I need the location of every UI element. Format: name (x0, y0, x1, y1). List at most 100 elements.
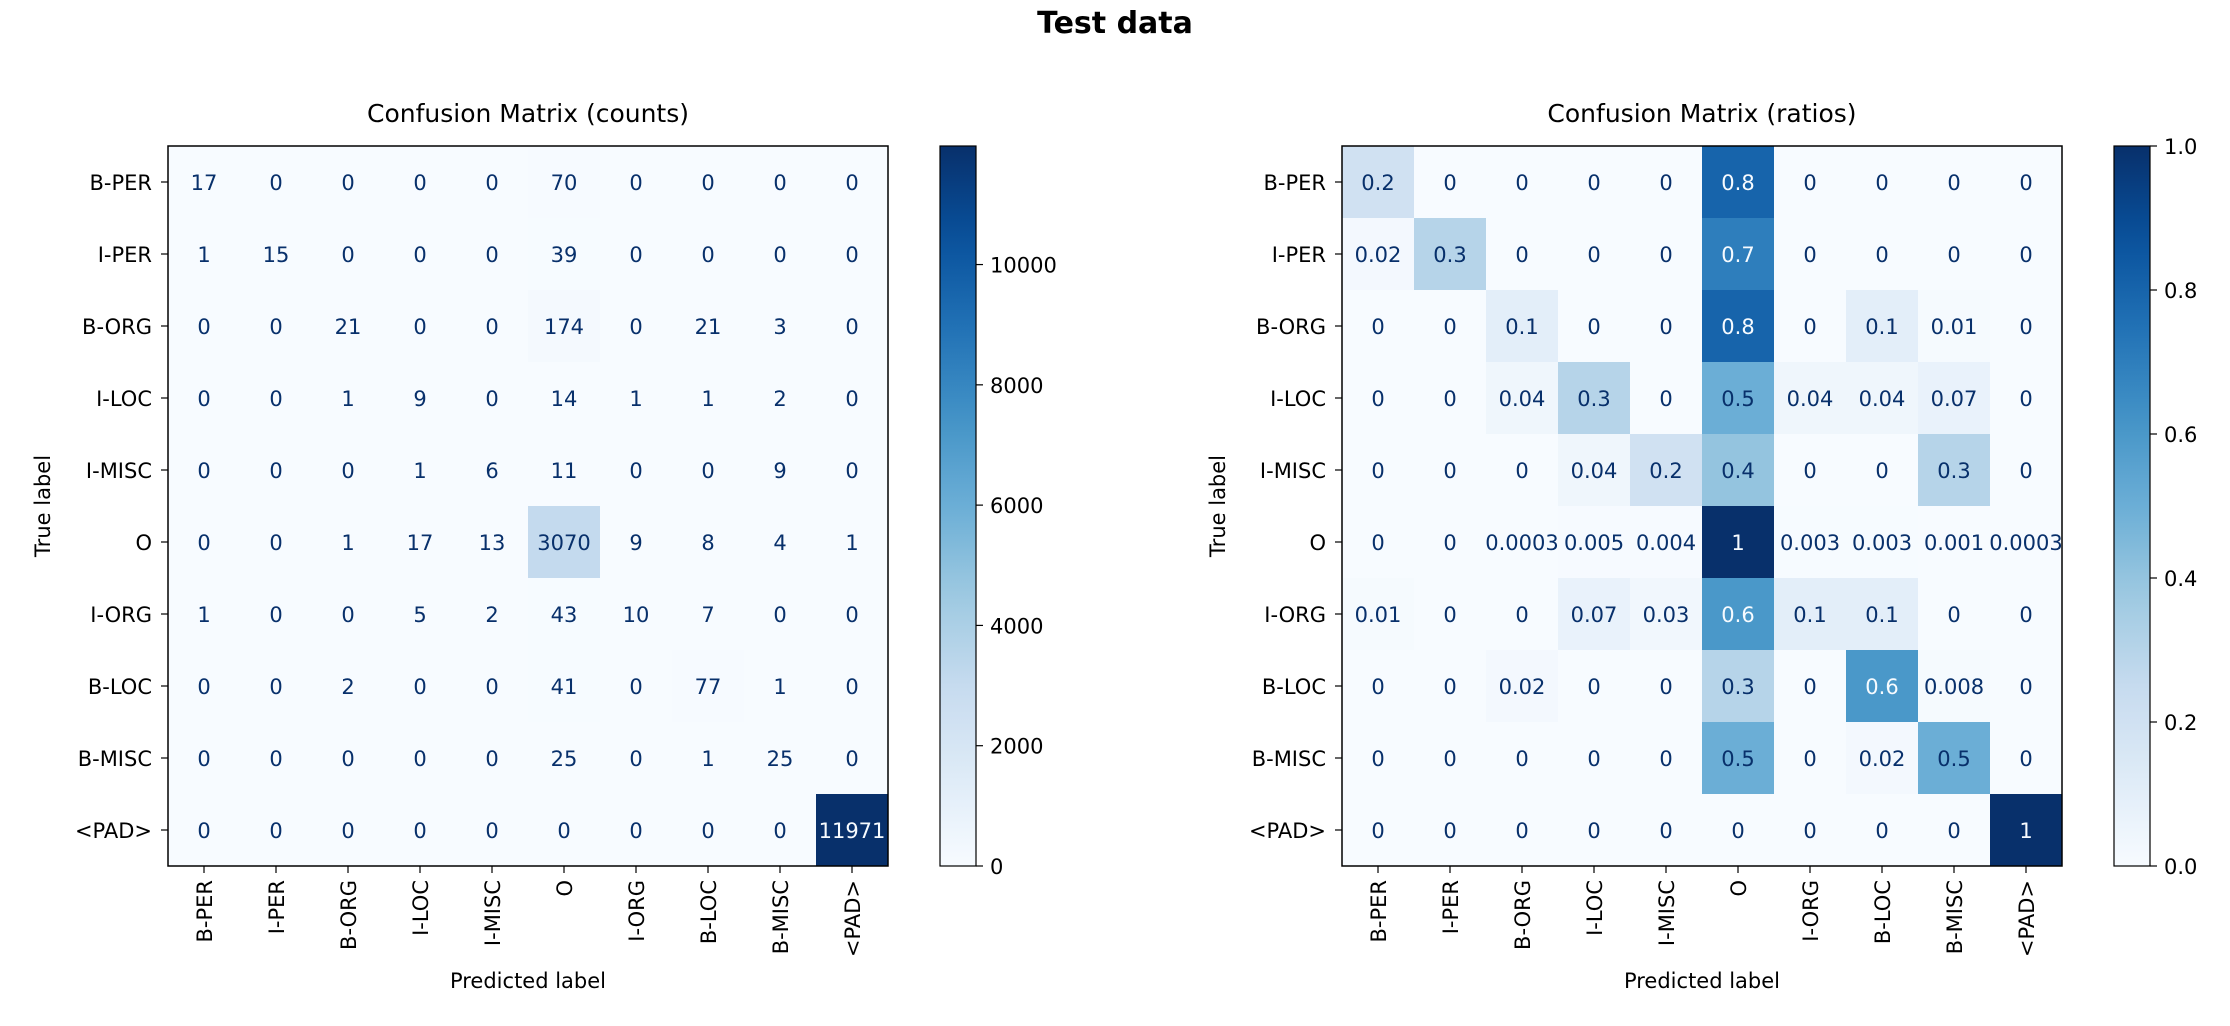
counts-cell (528, 650, 601, 723)
counts-cell-label: 43 (551, 603, 578, 627)
ratios-cell-label: 0.3 (1577, 387, 1610, 411)
counts-cell-label: 5 (413, 603, 426, 627)
ratios-cell (1630, 578, 1703, 651)
counts-cell (600, 218, 673, 291)
ratios-cell (1630, 794, 1703, 867)
ratios-cell-label: 0 (1659, 747, 1672, 771)
ratios-cell (1918, 362, 1991, 435)
counts-cell (600, 434, 673, 507)
counts-cell (456, 794, 529, 867)
ratios-y-tick-label: I-MISC (1260, 459, 1326, 483)
ratios-cell (1774, 290, 1847, 363)
counts-cell-label: 25 (767, 747, 794, 771)
counts-cell-label: 39 (551, 243, 578, 267)
counts-x-tick-label: I-PER (265, 880, 289, 934)
ratios-cell-label: 0 (1659, 171, 1672, 195)
counts-cell-label: 0 (269, 315, 282, 339)
ratios-cell (1846, 722, 1919, 795)
ratios-cell (1774, 794, 1847, 867)
ratios-cell-label: 0 (1443, 459, 1456, 483)
ratios-cell-label: 0.4 (1721, 459, 1754, 483)
ratios-cell (1990, 578, 2063, 651)
ratios-y-tick-label: B-MISC (1252, 747, 1326, 771)
ratios-cell-label: 0.07 (1931, 387, 1978, 411)
ratios-cell (1486, 650, 1559, 723)
ratios-cell (1918, 722, 1991, 795)
counts-cell (456, 722, 529, 795)
counts-cell-label: 0 (485, 387, 498, 411)
ratios-cell (1702, 290, 1775, 363)
ratios-cell-label: 1 (1731, 531, 1744, 555)
counts-x-tick-label: B-LOC (697, 880, 721, 944)
counts-cell-label: 2 (485, 603, 498, 627)
ratios-cell (1342, 722, 1415, 795)
counts-cell (600, 794, 673, 867)
ratios-cell (1702, 650, 1775, 723)
ratios-cell (1918, 650, 1991, 723)
counts-cell-label: 0 (773, 603, 786, 627)
counts-colorbar (939, 145, 977, 867)
counts-cell-label: 9 (413, 387, 426, 411)
counts-cell (312, 722, 385, 795)
counts-cell (744, 362, 817, 435)
ratios-cell (1630, 506, 1703, 579)
ratios-cell-label: 0 (1371, 675, 1384, 699)
counts-cell-label: 0 (701, 243, 714, 267)
counts-cell (240, 434, 313, 507)
counts-cell (168, 506, 241, 579)
ratios-x-tick-label: B-MISC (1943, 880, 1967, 954)
counts-cell-label: 0 (269, 603, 282, 627)
counts-cell-label: 0 (197, 819, 210, 843)
ratios-cell (1414, 146, 1487, 219)
ratios-cell (1702, 506, 1775, 579)
counts-cell-label: 0 (341, 459, 354, 483)
counts-cell (312, 362, 385, 435)
counts-cell (384, 218, 457, 291)
ratios-cell-label: 0.01 (1355, 603, 1402, 627)
counts-cell-label: 0 (197, 675, 210, 699)
ratios-cell (1990, 434, 2063, 507)
ratios-cell-label: 0.0003 (1989, 531, 2062, 555)
counts-cell (600, 362, 673, 435)
counts-cell-label: 0 (341, 243, 354, 267)
ratios-cell-label: 0 (1731, 819, 1744, 843)
counts-cell-label: 0 (269, 747, 282, 771)
ratios-cell (1342, 218, 1415, 291)
counts-cell (672, 218, 745, 291)
ratios-cell (1702, 434, 1775, 507)
counts-cell (312, 146, 385, 219)
ratios-plot-frame (1341, 145, 2063, 867)
ratios-cell (1486, 794, 1559, 867)
counts-cell-label: 9 (629, 531, 642, 555)
counts-cell (240, 290, 313, 363)
counts-colorbar-tick-label: 6000 (990, 494, 1043, 518)
counts-cell-label: 77 (695, 675, 722, 699)
ratios-cell-label: 0.5 (1937, 747, 1970, 771)
counts-cell (672, 146, 745, 219)
counts-colorbar-tick-label: 2000 (990, 735, 1043, 759)
ratios-cell-label: 0 (1659, 315, 1672, 339)
ratios-cell (1630, 722, 1703, 795)
ratios-cell (1558, 794, 1631, 867)
ratios-cell (1990, 362, 2063, 435)
ratios-cell (1342, 506, 1415, 579)
ratios-cell-label: 0 (1587, 819, 1600, 843)
counts-cell (240, 146, 313, 219)
counts-cell-label: 25 (551, 747, 578, 771)
counts-cell (312, 794, 385, 867)
counts-cell (744, 650, 817, 723)
ratios-cell (1342, 290, 1415, 363)
ratios-cell (1702, 578, 1775, 651)
ratios-cell (1702, 146, 1775, 219)
ratios-cell-label: 0 (1947, 603, 1960, 627)
ratios-cell (1486, 434, 1559, 507)
counts-colorbar-tick-label: 0 (990, 855, 1003, 879)
counts-chart-title: Confusion Matrix (counts) (367, 99, 689, 128)
ratios-cell-label: 0 (1443, 387, 1456, 411)
counts-cell-label: 0 (845, 387, 858, 411)
ratios-cell (1630, 146, 1703, 219)
counts-y-tick-label: O (135, 531, 152, 555)
ratios-cell-label: 0.5 (1721, 747, 1754, 771)
ratios-y-tick-label: <PAD> (1249, 819, 1326, 843)
ratios-cell (1414, 218, 1487, 291)
